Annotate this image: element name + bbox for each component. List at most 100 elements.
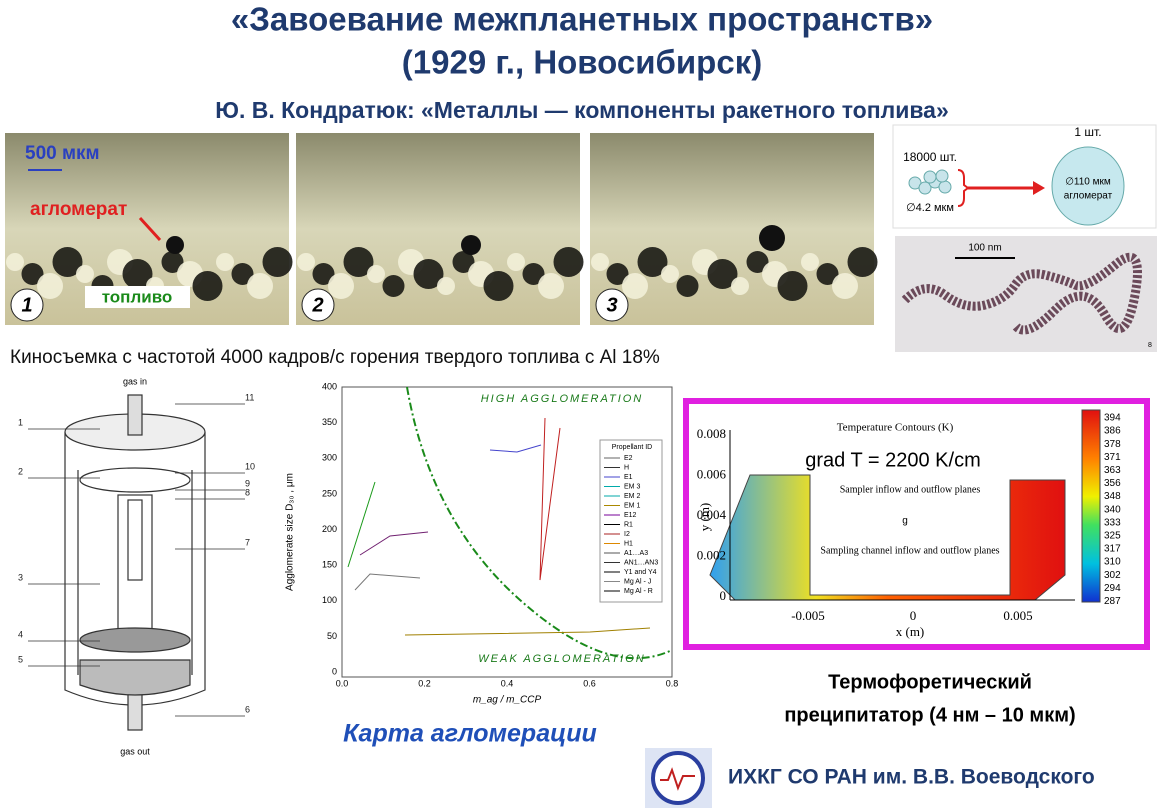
fuel-particle: [522, 263, 545, 285]
annotation: Sampling channel inflow and outflow plan…: [820, 545, 999, 556]
label: 1 шт.: [1074, 125, 1101, 139]
fuel-particle: [606, 263, 629, 285]
fuel-particle: [746, 251, 769, 273]
fuel-particle: [591, 253, 609, 271]
fuel-particle: [676, 275, 699, 297]
legend-label: E1: [624, 474, 633, 481]
legend-label: Mg Al - J: [624, 578, 651, 585]
fuel-particle: [76, 265, 94, 283]
part-label: 4: [18, 629, 23, 639]
plot-title: Temperature Contours (K): [837, 422, 954, 434]
label: 8: [1148, 342, 1152, 349]
y-tick-label: 200: [322, 524, 337, 534]
fuel-particle: [6, 253, 24, 271]
label: gas out: [120, 746, 150, 756]
fuel-particle: [777, 271, 808, 301]
legend-label: Y1 and Y4: [624, 569, 657, 576]
fuel-particle: [707, 259, 738, 289]
caption: Киносъемка с частотой 4000 кадров/с горе…: [10, 347, 660, 368]
part-label: 7: [245, 537, 250, 547]
title: (1929 г., Новосибирск): [402, 44, 762, 81]
label: агломерат: [1064, 191, 1113, 202]
legend-label: E2: [624, 455, 633, 462]
x-tick-label: 0.0: [336, 678, 349, 688]
frame-number: 2: [311, 294, 323, 316]
region-label: WEAK AGGLOMERATION: [478, 653, 645, 665]
frame-number: 3: [606, 294, 617, 316]
colorbar-label: 371: [1104, 452, 1121, 463]
fuel-particle: [262, 247, 293, 277]
y-tick-label: 150: [322, 560, 337, 570]
x-tick-label: 0.8: [666, 678, 679, 688]
particles: [908, 169, 952, 195]
colorbar-label: 333: [1104, 517, 1121, 528]
fuel-particle: [801, 253, 819, 271]
legend-label: H: [624, 464, 629, 471]
reactor: [64, 394, 206, 731]
part-label: 3: [18, 572, 23, 582]
fuel-particle: [731, 277, 749, 295]
arrow-head: [1033, 181, 1045, 195]
legend-label: EM 1: [624, 502, 640, 509]
label: 18000 шт.: [903, 150, 957, 164]
label: gas in: [123, 376, 147, 386]
label: агломерат: [30, 199, 127, 220]
fuel-particle: [247, 273, 273, 299]
fuel-particle: [297, 253, 315, 271]
fuel-particle: [637, 247, 668, 277]
part-label: 10: [245, 461, 255, 471]
legend-label: EM 2: [624, 493, 640, 500]
y-tick-label: 300: [322, 453, 337, 463]
colorbar-label: 302: [1104, 570, 1121, 581]
x-tick-label: 0.4: [501, 678, 514, 688]
fuel-particle: [816, 263, 839, 285]
agglomerate: [759, 225, 785, 251]
fuel-particle: [312, 263, 335, 285]
scale-label: 500 мкм: [25, 143, 100, 164]
logo-ring: [651, 751, 705, 805]
title: «Завоевание межпланетных пространств»: [231, 1, 933, 38]
colorbar-label: 317: [1104, 544, 1121, 555]
fuel-particle: [413, 259, 444, 289]
legend-label: EM 3: [624, 483, 640, 490]
label: топливо: [102, 287, 173, 306]
fuel-particle: [367, 265, 385, 283]
x-tick-label: 0: [910, 608, 917, 623]
fuel-particle: [622, 273, 648, 299]
y-tick-label: 0.002: [697, 547, 726, 562]
y-tick-label: 50: [327, 631, 337, 641]
axis-label: x (m): [896, 624, 925, 639]
label: ∅110 мкм: [1065, 177, 1111, 188]
part-label: 8: [245, 487, 250, 497]
colorbar-label: 287: [1104, 596, 1121, 607]
fuel-particle: [231, 263, 254, 285]
x-tick-label: 0.6: [583, 678, 596, 688]
frame-badge: [10, 288, 44, 322]
annotation: Sampler inflow and outflow planes: [840, 484, 981, 495]
y-tick-label: 350: [322, 417, 337, 427]
legend-label: AN1…AN3: [624, 559, 658, 566]
y-tick-label: 0: [720, 588, 727, 603]
colorbar-label: 378: [1104, 439, 1121, 450]
subtitle: Ю. В. Кондратюк: «Металлы — компоненты р…: [215, 97, 949, 123]
part-label: 1: [18, 417, 23, 427]
label: 100 nm: [968, 243, 1001, 254]
fuel-particle: [37, 273, 63, 299]
fuel-particle: [661, 265, 679, 283]
y-tick-label: 0.008: [697, 426, 726, 441]
y-tick-label: 0.004: [697, 507, 727, 522]
part-label: 9: [245, 478, 250, 488]
precipitator: Термофоретический: [828, 671, 1032, 693]
agglomerate-circle: [1051, 146, 1125, 226]
fuel-particle: [538, 273, 564, 299]
part-label: 2: [18, 466, 23, 476]
boundary-curve: [406, 386, 673, 660]
fuel-particle: [483, 271, 514, 301]
axis-label: y (m): [697, 503, 712, 532]
contour-field: [709, 474, 1066, 601]
y-tick-label: 100: [322, 595, 337, 605]
fuel-particle: [21, 263, 44, 285]
map-caption: Карта агломерации: [343, 720, 597, 748]
fuel-particle: [216, 253, 234, 271]
